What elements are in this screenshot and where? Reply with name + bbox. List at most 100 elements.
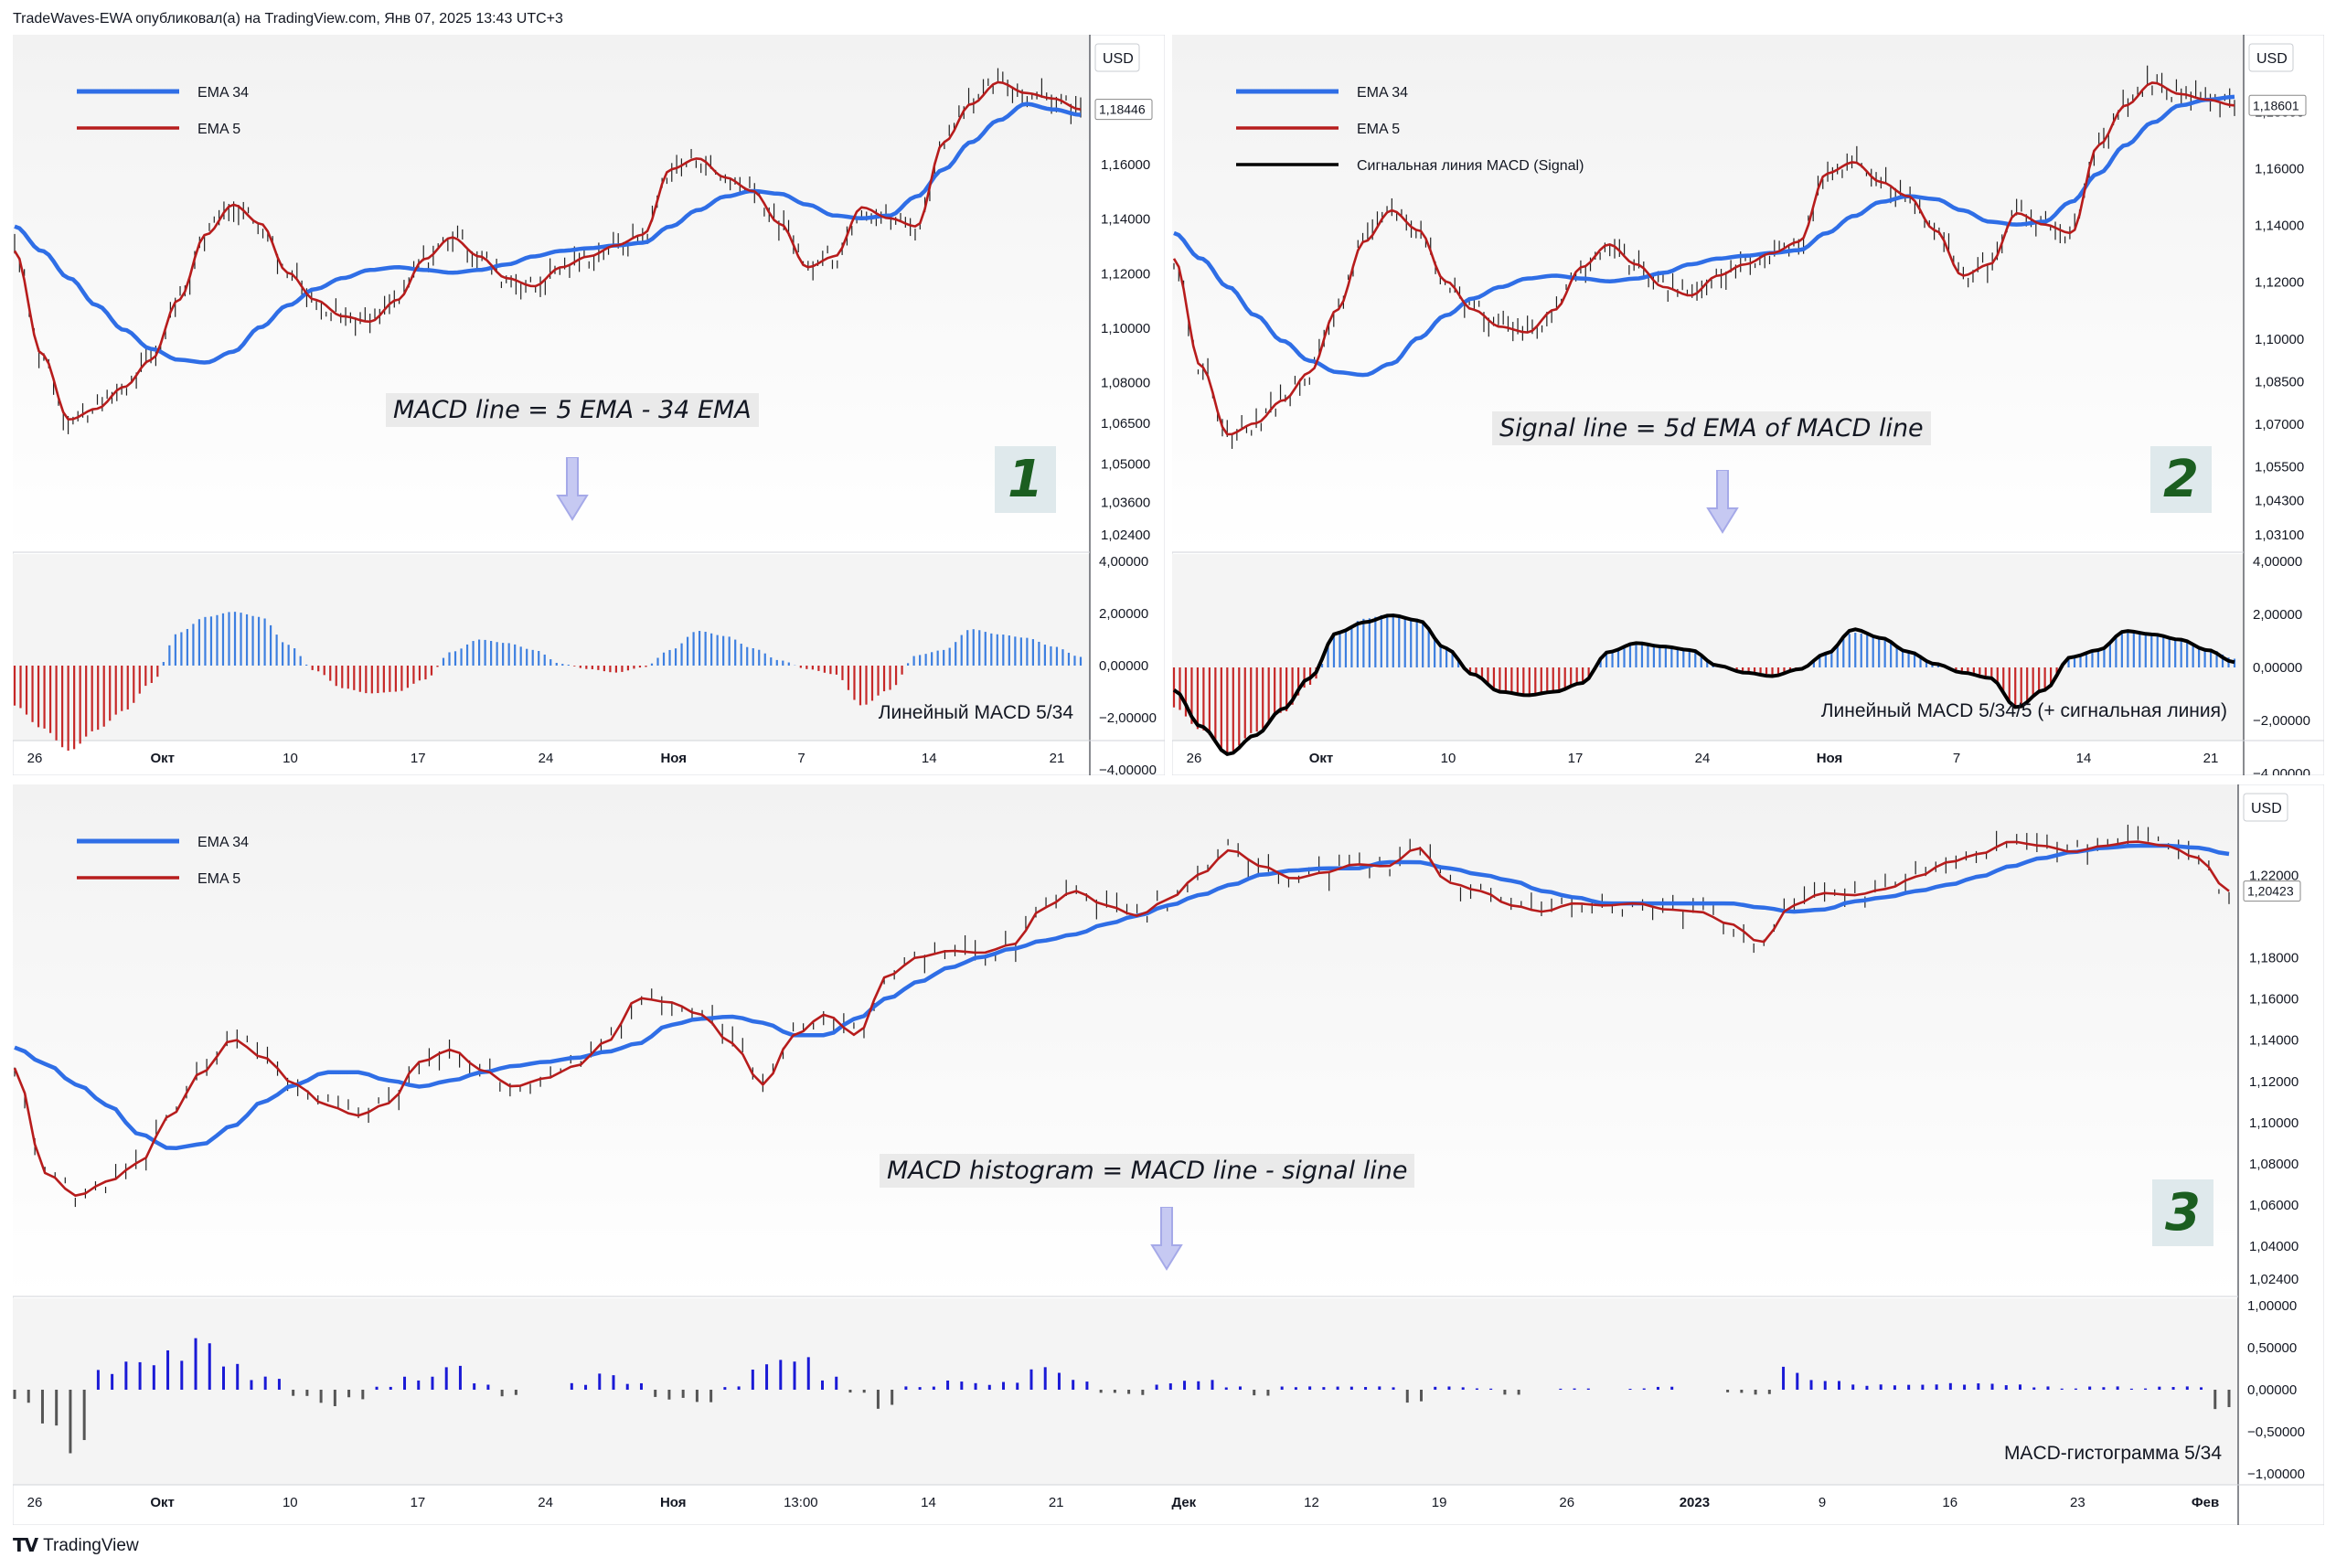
- down-arrow-icon: [1150, 1207, 1183, 1271]
- indicator-tick-label: −4,00000: [1099, 763, 1157, 775]
- price-pane: [1172, 35, 2244, 552]
- currency-box: [2243, 793, 2288, 822]
- footer: 𝗧𝗩 TradingView: [13, 1534, 139, 1557]
- price-tick-label: 1,02400: [1101, 528, 1150, 543]
- time-tick-label: 24: [538, 1495, 553, 1510]
- indicator-name-label: Линейный MACD 5/34/5 (+ сигнальная линия…: [1820, 700, 2227, 721]
- publish-header: TradeWaves-EWA опубликовал(а) на Trading…: [13, 11, 563, 27]
- indicator-tick-label: 0,00000: [2247, 1382, 2297, 1398]
- ema34-line: [14, 101, 1082, 365]
- legend-item: EMA 5: [1357, 122, 1400, 137]
- time-tick-label: 9: [1819, 1495, 1826, 1510]
- time-tick-label: 10: [283, 1495, 298, 1510]
- time-tick-label: 21: [1049, 1495, 1064, 1510]
- arrow-shape: [556, 457, 589, 521]
- indicator-tick-label: −2,00000: [1099, 710, 1157, 726]
- time-tick-label: 12: [1304, 1495, 1319, 1510]
- time-tick-label: 26: [1187, 751, 1202, 766]
- time-tick-label: 26: [27, 1495, 43, 1510]
- time-tick-label: Ноя: [660, 1495, 687, 1510]
- time-tick-label: 17: [411, 1495, 426, 1510]
- down-arrow-icon: [1706, 470, 1739, 534]
- price-tick-label: 1,07000: [2255, 417, 2304, 432]
- indicator-tick-label: 2,00000: [2253, 607, 2302, 623]
- price-tick-label: 1,12000: [2249, 1074, 2299, 1090]
- indicator-tick-label: −1,00000: [2247, 1467, 2305, 1482]
- last-price-box: [1094, 99, 1153, 121]
- indicator-name-label: MACD-гистограмма 5/34: [2003, 1443, 2222, 1464]
- indicator-tick-label: −0,50000: [2247, 1424, 2305, 1440]
- time-tick-label: 14: [2076, 751, 2092, 766]
- tradingview-logo-icon: 𝗧𝗩: [13, 1536, 38, 1556]
- legend-item: EMA 34: [197, 85, 249, 101]
- price-pane: [13, 784, 2238, 1296]
- price-tick-label: 1,10000: [2255, 332, 2304, 347]
- last-price-label: 1,18601: [2253, 98, 2299, 112]
- time-tick-label: 7: [1953, 751, 1960, 766]
- price-tick-label: 1,12000: [2255, 275, 2304, 291]
- price-tick-label: 1,16000: [2249, 992, 2299, 1008]
- currency-box: [2248, 43, 2294, 72]
- indicator-tick-label: 4,00000: [2253, 554, 2302, 570]
- time-tick-label: 2023: [1680, 1495, 1710, 1510]
- price-tick-label: 1,10000: [1101, 321, 1150, 336]
- last-price-box: [2248, 94, 2307, 116]
- price-tick-label: 1,06500: [1101, 416, 1150, 432]
- time-tick-label: 14: [922, 751, 937, 766]
- ema34-line: [1173, 94, 2235, 378]
- annotation-label: Signal line = 5d EMA of MACD line: [1492, 411, 1931, 445]
- currency-label: USD: [2256, 51, 2288, 67]
- price-tick-label: 1,10000: [2249, 1115, 2299, 1131]
- price-tick-label: 1,03600: [1101, 495, 1150, 510]
- price-tick-label: 1,04300: [2255, 494, 2304, 509]
- price-tick-label: 1,03100: [2255, 528, 2304, 543]
- price-tick-label: 1,12000: [1101, 266, 1150, 282]
- last-price-label: 1,20423: [2247, 884, 2294, 899]
- price-tick-label: 1,08000: [1101, 375, 1150, 390]
- footer-brand: TradingView: [43, 1535, 139, 1555]
- ema34-line: [14, 843, 2230, 1150]
- indicator-tick-label: 0,50000: [2247, 1340, 2297, 1356]
- ema5-line: [1172, 81, 2235, 436]
- time-tick-label: 17: [411, 751, 426, 766]
- price-tick-label: 1,08500: [2255, 374, 2304, 389]
- indicator-tick-label: 0,00000: [2253, 660, 2302, 676]
- time-tick-label: 24: [539, 751, 554, 766]
- chart-svg: 1,180001,160001,140001,120001,100001,085…: [1172, 35, 2324, 775]
- indicator-tick-label: 4,00000: [1099, 554, 1148, 570]
- time-tick-label: Дек: [1171, 1495, 1196, 1510]
- currency-label: USD: [1103, 51, 1134, 67]
- time-tick-label: 26: [1559, 1495, 1574, 1510]
- ema5-line: [13, 840, 2230, 1198]
- chart-panel-1: 1,16000 1,14000 1,12000 1,10000 1,08000 1,065…: [13, 35, 1165, 775]
- indicator-tick-label: −4,00000: [2253, 766, 2310, 775]
- down-arrow-icon: [556, 457, 589, 521]
- currency-label: USD: [2251, 801, 2282, 816]
- price-tick-label: 1,18000: [2249, 951, 2299, 966]
- time-tick-label: 10: [283, 751, 298, 766]
- price-tick-label: 1,05500: [2255, 459, 2304, 475]
- indicator-pane: [13, 1298, 2238, 1485]
- time-tick-label: Ноя: [1817, 751, 1843, 766]
- chart-svg: 1,16000 1,14000 1,12000 1,10000 1,08000 1,065…: [13, 35, 1165, 775]
- time-tick-label: 26: [27, 751, 43, 766]
- arrow-shape: [1706, 470, 1739, 534]
- indicator-tick-label: 2,00000: [1099, 606, 1148, 622]
- time-tick-label: Фев: [2192, 1495, 2219, 1510]
- price-tick-label: 1,08000: [2249, 1157, 2299, 1172]
- time-tick-label: 24: [1695, 751, 1711, 766]
- price-tick-label: 1,02400: [2249, 1272, 2299, 1287]
- price-tick-label: 1,16000: [2255, 162, 2304, 177]
- chart-panel-2: 1,180001,160001,140001,120001,100001,085…: [1172, 35, 2324, 775]
- ema5-line: [13, 80, 1082, 421]
- price-tick-label: 1,04000: [2249, 1239, 2299, 1254]
- price-tick-label: 1,14000: [1101, 212, 1150, 228]
- indicator-tick-label: 0,00000: [1099, 658, 1148, 674]
- time-tick-label: Окт: [150, 1495, 175, 1510]
- time-tick-label: 13:00: [784, 1495, 818, 1510]
- panel-number-badge: 3: [2152, 1179, 2213, 1246]
- time-tick-label: 14: [921, 1495, 936, 1510]
- chart-panel-3: 1,22000 1,18000 1,16000 1,14000 1,12000 1,100…: [13, 784, 2324, 1525]
- time-tick-label: 17: [1568, 751, 1584, 766]
- price-pane: [13, 35, 1090, 552]
